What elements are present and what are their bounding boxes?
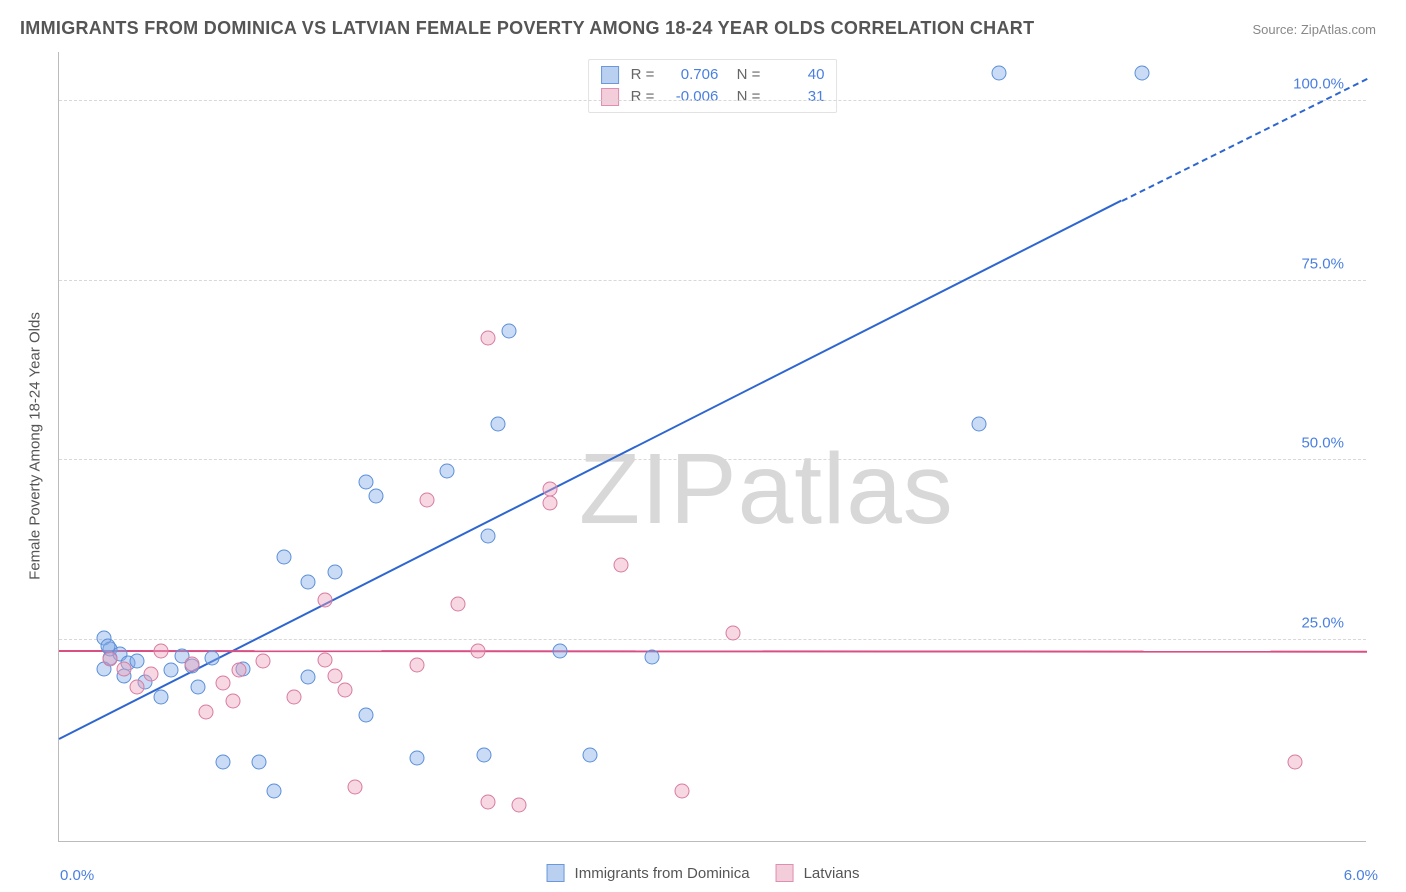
y-tick: 50.0% xyxy=(1301,435,1344,452)
data-point xyxy=(450,597,465,612)
data-point xyxy=(301,670,316,685)
legend-swatch-0 xyxy=(601,66,619,84)
data-point xyxy=(164,663,179,678)
trend-line xyxy=(59,650,1367,653)
data-point xyxy=(971,417,986,432)
data-point xyxy=(266,783,281,798)
legend-label-1: Latvians xyxy=(804,865,860,882)
legend-n-label: N = xyxy=(728,64,760,86)
series-legend: Immigrants from Dominica Latvians xyxy=(547,864,860,882)
data-point xyxy=(419,492,434,507)
y-tick: 75.0% xyxy=(1301,255,1344,272)
data-point xyxy=(614,557,629,572)
data-point xyxy=(552,643,567,658)
legend-item-1: Latvians xyxy=(776,864,860,882)
gridline xyxy=(59,280,1366,281)
data-point xyxy=(215,676,230,691)
correlation-legend: R = 0.706 N = 40 R = -0.006 N = 31 xyxy=(588,59,838,113)
data-point xyxy=(301,575,316,590)
legend-r-label: R = xyxy=(631,86,655,108)
legend-swatch-0b xyxy=(547,864,565,882)
data-point xyxy=(481,331,496,346)
data-point xyxy=(358,474,373,489)
data-point xyxy=(117,661,132,676)
data-point xyxy=(338,683,353,698)
data-point xyxy=(327,668,342,683)
gridline xyxy=(59,459,1366,460)
data-point xyxy=(583,747,598,762)
legend-r-value-0: 0.706 xyxy=(664,64,718,86)
x-tick-1: 6.0% xyxy=(1344,867,1378,884)
y-tick: 25.0% xyxy=(1301,614,1344,631)
data-point xyxy=(358,708,373,723)
chart-title: IMMIGRANTS FROM DOMINICA VS LATVIAN FEMA… xyxy=(20,18,1034,39)
y-tick: 100.0% xyxy=(1293,76,1344,93)
watermark-part1: ZIP xyxy=(579,433,738,545)
data-point xyxy=(348,780,363,795)
x-tick-0: 0.0% xyxy=(60,867,94,884)
data-point xyxy=(644,650,659,665)
legend-r-label: R = xyxy=(631,64,655,86)
y-axis-label: Female Poverty Among 18-24 Year Olds xyxy=(26,312,43,580)
legend-r-value-1: -0.006 xyxy=(664,86,718,108)
data-point xyxy=(199,704,214,719)
legend-swatch-1 xyxy=(601,88,619,106)
source-label: Source: ZipAtlas.com xyxy=(1252,22,1376,37)
legend-row-0: R = 0.706 N = 40 xyxy=(601,64,825,86)
data-point xyxy=(726,625,741,640)
watermark-part2: atlas xyxy=(738,433,954,545)
data-point xyxy=(317,593,332,608)
data-point xyxy=(143,667,158,682)
data-point xyxy=(205,650,220,665)
data-point xyxy=(542,496,557,511)
data-point xyxy=(190,680,205,695)
data-point xyxy=(154,690,169,705)
legend-label-0: Immigrants from Dominica xyxy=(575,865,750,882)
data-point xyxy=(215,755,230,770)
gridline xyxy=(59,100,1366,101)
data-point xyxy=(491,417,506,432)
data-point xyxy=(409,751,424,766)
legend-n-label: N = xyxy=(728,86,760,108)
data-point xyxy=(276,550,291,565)
data-point xyxy=(287,690,302,705)
trend-line xyxy=(1121,78,1367,202)
legend-row-1: R = -0.006 N = 31 xyxy=(601,86,825,108)
data-point xyxy=(225,693,240,708)
legend-swatch-1b xyxy=(776,864,794,882)
data-point xyxy=(103,651,118,666)
data-point xyxy=(511,798,526,813)
data-point xyxy=(184,656,199,671)
data-point xyxy=(154,643,169,658)
legend-n-value-0: 40 xyxy=(770,64,824,86)
data-point xyxy=(675,783,690,798)
watermark: ZIPatlas xyxy=(579,432,954,547)
scatter-plot: ZIPatlas R = 0.706 N = 40 R = -0.006 N =… xyxy=(58,52,1366,842)
data-point xyxy=(256,654,271,669)
data-point xyxy=(542,482,557,497)
data-point xyxy=(231,663,246,678)
data-point xyxy=(481,528,496,543)
legend-n-value-1: 31 xyxy=(770,86,824,108)
data-point xyxy=(992,65,1007,80)
data-point xyxy=(129,679,144,694)
data-point xyxy=(440,464,455,479)
data-point xyxy=(368,489,383,504)
data-point xyxy=(252,755,267,770)
data-point xyxy=(470,643,485,658)
data-point xyxy=(327,564,342,579)
data-point xyxy=(1135,65,1150,80)
data-point xyxy=(1288,755,1303,770)
data-point xyxy=(501,324,516,339)
data-point xyxy=(481,794,496,809)
data-point xyxy=(477,747,492,762)
data-point xyxy=(409,658,424,673)
data-point xyxy=(317,653,332,668)
legend-item-0: Immigrants from Dominica xyxy=(547,864,750,882)
